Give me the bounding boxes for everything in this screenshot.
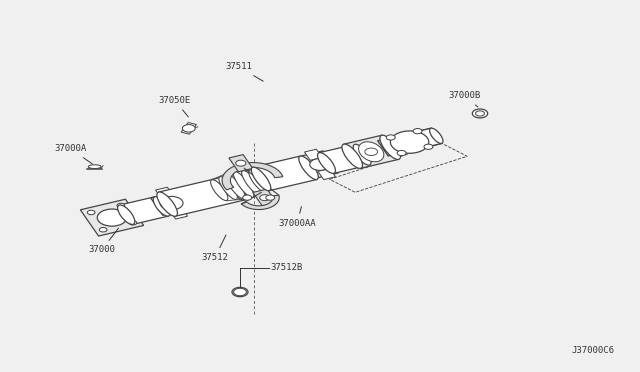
Ellipse shape	[260, 195, 270, 201]
Ellipse shape	[266, 195, 275, 200]
Ellipse shape	[310, 158, 330, 170]
Polygon shape	[181, 122, 196, 134]
Ellipse shape	[353, 144, 371, 165]
Polygon shape	[319, 144, 369, 173]
Polygon shape	[170, 208, 188, 219]
Text: 37000B: 37000B	[448, 92, 480, 107]
Ellipse shape	[236, 160, 246, 166]
Ellipse shape	[299, 156, 318, 180]
Text: 37511: 37511	[225, 62, 263, 81]
Polygon shape	[301, 151, 339, 178]
Polygon shape	[407, 128, 442, 149]
Ellipse shape	[153, 197, 170, 216]
Ellipse shape	[390, 131, 429, 153]
Ellipse shape	[472, 109, 488, 118]
Polygon shape	[344, 135, 399, 168]
Ellipse shape	[365, 148, 378, 155]
Polygon shape	[150, 191, 193, 215]
Ellipse shape	[226, 176, 246, 200]
Ellipse shape	[118, 205, 135, 224]
Polygon shape	[81, 199, 143, 236]
Polygon shape	[378, 128, 442, 156]
Polygon shape	[229, 155, 253, 172]
Ellipse shape	[234, 288, 246, 296]
Ellipse shape	[380, 135, 401, 160]
Polygon shape	[241, 195, 279, 209]
Ellipse shape	[232, 287, 248, 297]
Text: 37000AA: 37000AA	[278, 206, 316, 228]
Text: 37512: 37512	[202, 235, 228, 262]
Ellipse shape	[249, 170, 267, 192]
Text: 37050E: 37050E	[159, 96, 191, 117]
Polygon shape	[318, 169, 335, 180]
Ellipse shape	[211, 180, 228, 201]
Ellipse shape	[97, 209, 127, 226]
Ellipse shape	[317, 153, 335, 173]
Ellipse shape	[424, 144, 433, 150]
Ellipse shape	[342, 144, 362, 169]
Polygon shape	[156, 187, 173, 198]
Polygon shape	[253, 156, 317, 191]
Ellipse shape	[243, 195, 252, 200]
Text: 37000A: 37000A	[54, 144, 92, 164]
Ellipse shape	[88, 165, 101, 169]
Polygon shape	[305, 149, 322, 160]
Text: 37512B: 37512B	[270, 263, 302, 272]
Ellipse shape	[429, 128, 443, 144]
Ellipse shape	[242, 170, 261, 195]
Text: 37000: 37000	[88, 228, 118, 254]
Ellipse shape	[99, 228, 107, 232]
Ellipse shape	[413, 129, 422, 134]
Ellipse shape	[117, 203, 125, 208]
Polygon shape	[222, 163, 283, 190]
Ellipse shape	[225, 174, 245, 199]
Ellipse shape	[129, 221, 137, 225]
Ellipse shape	[160, 196, 183, 210]
Ellipse shape	[476, 111, 484, 116]
Text: J37000C6: J37000C6	[572, 346, 614, 355]
Ellipse shape	[182, 125, 195, 132]
Ellipse shape	[87, 210, 95, 215]
Ellipse shape	[358, 142, 384, 162]
Ellipse shape	[252, 167, 271, 191]
Ellipse shape	[157, 192, 177, 216]
Polygon shape	[253, 189, 276, 206]
Ellipse shape	[219, 177, 237, 199]
Polygon shape	[159, 176, 244, 216]
Polygon shape	[120, 197, 168, 224]
Ellipse shape	[234, 171, 254, 198]
Ellipse shape	[397, 150, 406, 155]
Ellipse shape	[387, 135, 396, 140]
